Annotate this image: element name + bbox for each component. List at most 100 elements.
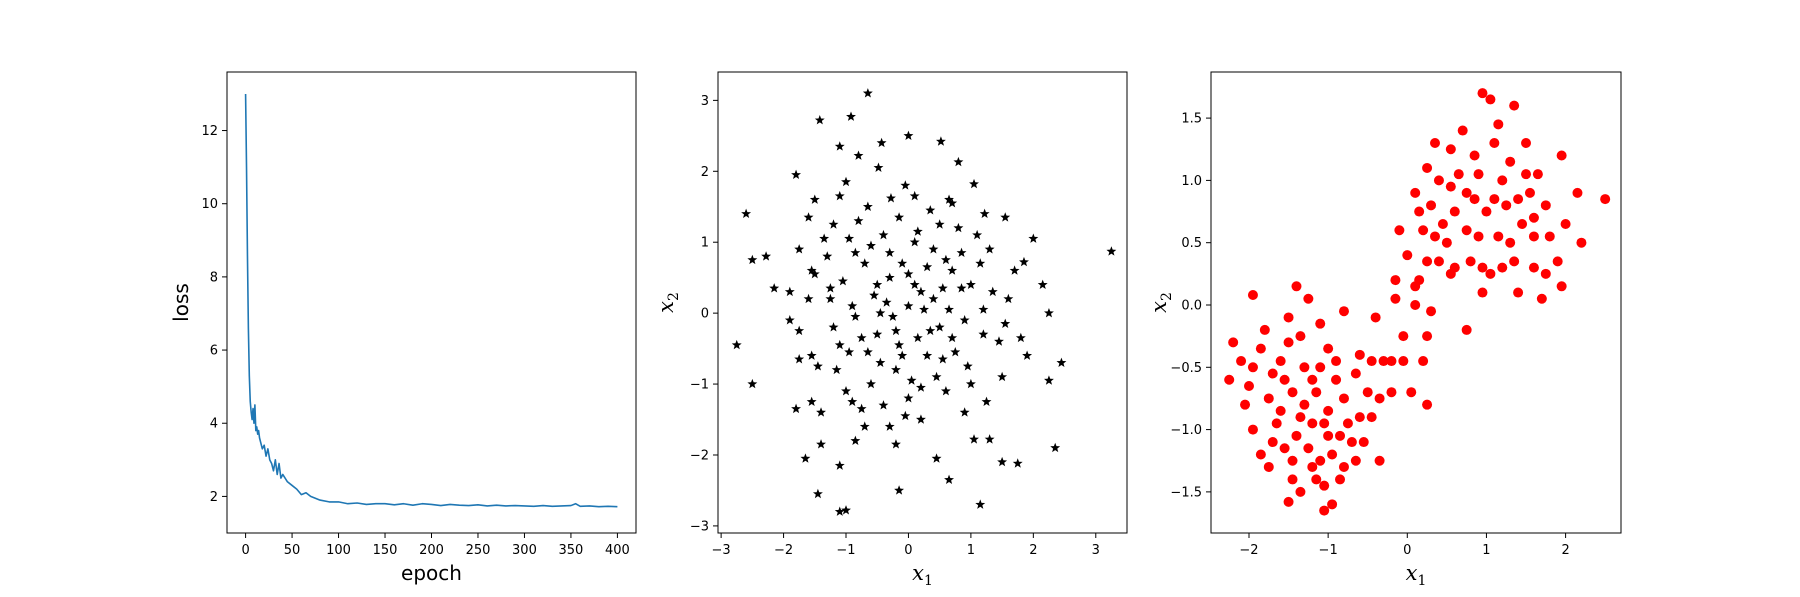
scatter-point — [1327, 499, 1338, 510]
scatter-point — [1394, 225, 1405, 236]
scatter-point — [1600, 194, 1611, 205]
scatter-point — [1335, 474, 1346, 485]
y-axis-label: x2 — [1147, 292, 1175, 313]
scatter-point — [1422, 256, 1433, 267]
scatter-point — [984, 244, 995, 254]
scatter-point — [1299, 362, 1310, 373]
scatter-point — [834, 190, 845, 201]
scatter-point — [834, 506, 845, 516]
y-tick-label: −2 — [690, 448, 709, 463]
loss-series-line — [244, 93, 618, 508]
scatter-point — [1311, 387, 1322, 398]
scatter-point — [1437, 219, 1448, 230]
scatter-point — [1022, 350, 1033, 360]
scatter-point — [1247, 290, 1258, 301]
scatter-point — [1414, 206, 1425, 217]
scatter-point — [878, 229, 889, 240]
scatter-point — [841, 385, 851, 396]
x-axis-label: x1 — [912, 561, 933, 589]
scatter-point — [909, 237, 920, 247]
x-tick-label: 1 — [967, 543, 975, 558]
scatter-point — [1346, 437, 1357, 448]
scatter-point — [1477, 88, 1488, 99]
scatter-point — [784, 286, 795, 297]
scatter-point — [1473, 169, 1484, 180]
scatter-point — [837, 276, 848, 286]
y-tick-label: 8 — [210, 270, 218, 285]
scatter-point — [972, 229, 983, 240]
scatter-point — [1422, 399, 1433, 410]
scatter-point — [1505, 156, 1516, 167]
scatter-point — [1366, 412, 1377, 423]
scatter-point — [1572, 187, 1583, 198]
scatter-point — [1275, 356, 1286, 367]
y-tick-label: 1 — [701, 236, 709, 251]
scatter-point — [975, 499, 986, 509]
scatter-point — [928, 293, 939, 304]
scatter-point — [747, 378, 758, 389]
x-tick-label: 50 — [284, 543, 301, 558]
scatter-point — [847, 300, 858, 311]
scatter-point — [1429, 138, 1440, 149]
scatter-point — [1259, 324, 1270, 335]
scatter-point — [1513, 287, 1524, 298]
x-tick-label: 3 — [1092, 543, 1100, 558]
scatter-point — [909, 190, 920, 201]
scatter-point — [884, 272, 895, 282]
scatter-point — [1528, 212, 1539, 223]
y-tick-label: 0.0 — [1181, 298, 1202, 313]
scatter-point — [872, 329, 883, 339]
scatter-point — [900, 180, 911, 190]
scatter-point — [1319, 418, 1330, 429]
scatter-point — [1315, 455, 1326, 466]
scatter-point — [1012, 458, 1023, 468]
scatter-point — [962, 361, 973, 371]
scatter-point — [994, 336, 1004, 346]
scatter-point — [984, 434, 995, 444]
scatter-point — [1402, 250, 1413, 261]
scatter-point — [1449, 262, 1460, 273]
scatter-point — [1275, 405, 1286, 416]
scatter-point — [959, 315, 970, 325]
scatter-point — [846, 111, 856, 121]
y-tick-label: −1.5 — [1170, 485, 1202, 500]
scatter-point — [825, 293, 836, 304]
scatter-point — [915, 382, 926, 392]
scatter-point — [1291, 281, 1302, 292]
scatter-point — [894, 339, 905, 350]
y-tick-label: 10 — [201, 197, 218, 212]
x-tick-label: −1 — [1319, 543, 1338, 558]
scatter-point — [969, 178, 979, 189]
scatter-point — [1540, 200, 1551, 211]
scatter-point — [1433, 256, 1444, 267]
scatter-point — [947, 332, 958, 343]
scatter-point — [1366, 356, 1377, 367]
scatter-point — [794, 354, 805, 364]
scatter-point — [1426, 200, 1437, 211]
scatter-point — [1240, 399, 1251, 410]
scatter-point — [878, 400, 889, 410]
scatter-point — [816, 407, 826, 417]
scatter-point — [1465, 256, 1476, 267]
scatter-point — [997, 456, 1008, 467]
x-tick-label: 200 — [419, 543, 444, 558]
scatter-point — [937, 354, 948, 364]
y-axis-label: x2 — [654, 292, 682, 313]
x-tick-label: 350 — [559, 543, 584, 558]
scatter-point — [1489, 194, 1500, 205]
scatter-point — [953, 156, 964, 167]
scatter-point — [1473, 231, 1484, 242]
scatter-point — [1279, 374, 1290, 385]
scatter-point — [1338, 393, 1349, 404]
scatter-point — [886, 193, 896, 203]
scatter-point — [812, 488, 823, 499]
scatter-point — [1307, 418, 1318, 429]
scatter-point — [875, 357, 886, 367]
scatter-point — [1390, 293, 1401, 304]
axes-frame — [717, 71, 1128, 534]
scatter-point — [875, 307, 886, 318]
scatter-point — [1497, 175, 1508, 186]
y-tick-label: 12 — [201, 124, 218, 139]
scatter-point — [1315, 318, 1326, 329]
